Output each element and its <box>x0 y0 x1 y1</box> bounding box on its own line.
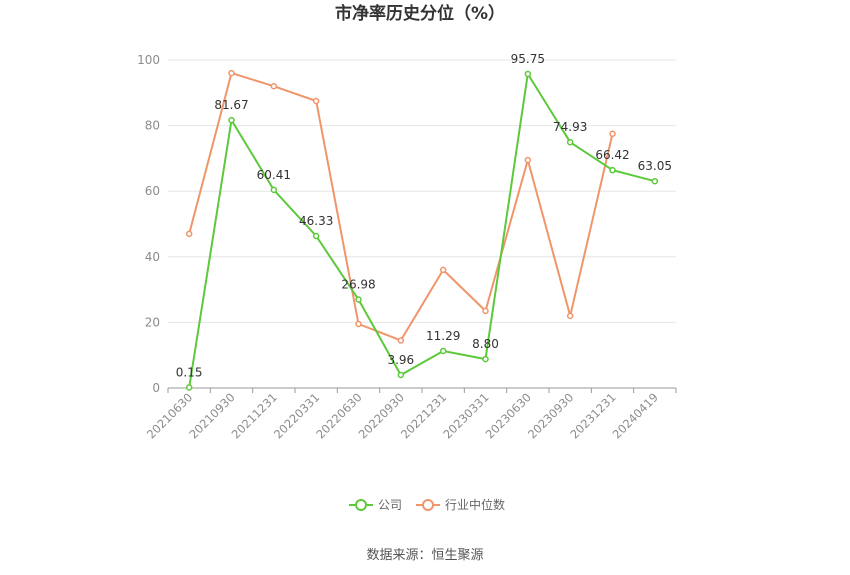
data-point[interactable] <box>185 230 193 238</box>
data-point[interactable] <box>651 177 659 185</box>
data-point[interactable] <box>566 138 574 146</box>
data-label: 81.67 <box>214 98 248 112</box>
data-point[interactable] <box>482 307 489 315</box>
data-point[interactable] <box>228 69 235 77</box>
legend-label: 行业中位数 <box>445 497 505 512</box>
data-point[interactable] <box>609 130 616 138</box>
data-label: 26.98 <box>341 278 375 292</box>
data-point[interactable] <box>312 97 320 105</box>
data-point[interactable] <box>270 82 278 90</box>
data-label: 66.42 <box>595 148 629 162</box>
data-point[interactable] <box>228 116 235 124</box>
series-line <box>188 72 656 388</box>
data-label: 0.15 <box>176 366 203 380</box>
x-tick-label: 20240419 <box>610 390 661 441</box>
data-point[interactable] <box>355 296 362 303</box>
legend-item-0[interactable]: 公司 <box>349 498 402 512</box>
y-tick-label: 60 <box>145 184 160 198</box>
data-label: 11.29 <box>426 329 460 343</box>
data-label: 60.41 <box>257 168 291 182</box>
data-point[interactable] <box>439 266 447 274</box>
legend-item-1[interactable]: 行业中位数 <box>416 497 505 512</box>
data-point[interactable] <box>609 166 616 174</box>
legend-marker-icon <box>355 499 367 511</box>
data-label: 8.80 <box>472 337 499 351</box>
data-point[interactable] <box>524 156 532 164</box>
legend-label: 公司 <box>378 498 402 512</box>
data-label: 3.96 <box>387 353 414 367</box>
data-point[interactable] <box>312 232 320 240</box>
data-point[interactable] <box>355 320 362 328</box>
data-label: 74.93 <box>553 120 587 134</box>
data-label: 95.75 <box>511 52 545 66</box>
data-point[interactable] <box>566 312 574 320</box>
data-point[interactable] <box>397 371 405 379</box>
series-0 <box>185 70 659 391</box>
legend[interactable]: 公司 行业中位数 <box>349 497 505 512</box>
data-point[interactable] <box>270 186 278 194</box>
data-point[interactable] <box>397 337 405 344</box>
series-line <box>188 72 614 342</box>
data-point[interactable] <box>524 70 532 78</box>
data-point[interactable] <box>185 384 193 391</box>
data-point[interactable] <box>439 347 447 355</box>
data-labels: 0.15 81.67 60.41 46.33 26.98 3.96 11.29 8.80 95.… <box>176 52 672 380</box>
x-axis-ticks: 2021063020210930202112312022033120220630… <box>144 388 677 442</box>
chart-title: 市净率历史分位（%） <box>335 3 505 24</box>
y-axis-ticks: 0 20 40 60 80 100 <box>137 53 160 395</box>
y-tick-label: 80 <box>145 119 160 133</box>
data-label: 63.05 <box>638 159 672 173</box>
y-tick-label: 20 <box>145 315 160 329</box>
data-label: 46.33 <box>299 214 333 228</box>
legend-marker-icon <box>422 499 434 511</box>
data-source-note: 数据来源：恒生聚源 <box>366 548 483 563</box>
data-point[interactable] <box>482 355 489 363</box>
y-tick-label: 100 <box>137 53 160 67</box>
y-tick-label: 40 <box>145 250 160 264</box>
gridlines <box>168 59 676 323</box>
series-lines <box>185 69 659 391</box>
y-tick-label: 0 <box>152 381 160 395</box>
series-1 <box>185 69 616 344</box>
